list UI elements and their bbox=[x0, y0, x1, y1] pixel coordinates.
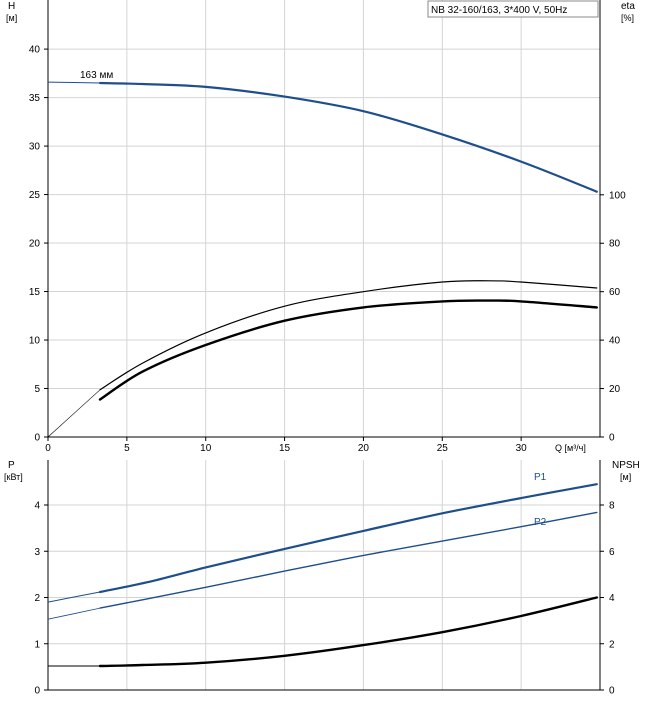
left-tick-label: 0 bbox=[34, 686, 40, 697]
left-tick-label: 0 bbox=[34, 433, 40, 444]
x-tick-label: 15 bbox=[279, 443, 291, 454]
p2-power-curve bbox=[99, 511, 598, 609]
x-tick-label: 10 bbox=[200, 443, 212, 454]
right-tick-label: 4 bbox=[609, 593, 615, 604]
right-tick-label: 100 bbox=[609, 190, 626, 201]
eta-axis-label: eta bbox=[621, 1, 635, 12]
p2-power-curve-leadin bbox=[47, 607, 101, 620]
right-tick-label: 80 bbox=[609, 239, 621, 250]
title-box-frame bbox=[427, 0, 599, 18]
right-tick-label: 2 bbox=[609, 639, 615, 650]
left-tick-label: 3 bbox=[34, 547, 40, 558]
left-tick-label: 15 bbox=[29, 287, 41, 298]
right-tick-label: 0 bbox=[609, 686, 615, 697]
left-tick-label: 35 bbox=[29, 93, 41, 104]
left-tick-label: 30 bbox=[29, 142, 41, 153]
series-label-p1: P1 bbox=[534, 472, 547, 483]
plot-background bbox=[48, 0, 600, 437]
npsh-curve bbox=[98, 596, 598, 668]
plot-background bbox=[48, 460, 600, 690]
left-tick-label: 4 bbox=[34, 501, 40, 512]
right-tick-label: 8 bbox=[609, 501, 615, 512]
right-tick-label: 0 bbox=[609, 433, 615, 444]
p-axis-label: P bbox=[8, 460, 15, 471]
x-tick-label: 30 bbox=[516, 443, 528, 454]
npsh-axis-label: NPSH bbox=[612, 460, 640, 471]
eta-axis-unit: [%] bbox=[621, 13, 634, 23]
right-tick-label: 20 bbox=[609, 384, 621, 395]
head-curve-163mm-leadin bbox=[47, 81, 101, 84]
left-tick-label: 25 bbox=[29, 190, 41, 201]
right-tick-label: 6 bbox=[609, 547, 615, 558]
x-tick-label: 5 bbox=[124, 443, 130, 454]
chart-title: NB 32-160/163, 3*400 V, 50Hz bbox=[431, 5, 567, 16]
right-tick-label: 60 bbox=[609, 287, 621, 298]
left-tick-label: 5 bbox=[34, 384, 40, 395]
left-tick-label: 10 bbox=[29, 336, 41, 347]
right-tick-label: 40 bbox=[609, 336, 621, 347]
title-box bbox=[427, 0, 599, 18]
eta-curve-pump bbox=[99, 280, 598, 391]
left-tick-label: 2 bbox=[34, 593, 40, 604]
h-axis-label: H bbox=[8, 1, 15, 12]
h-axis-unit: [м] bbox=[6, 13, 17, 23]
series-label-p2: P2 bbox=[534, 517, 547, 528]
p1-power-curve-leadin bbox=[47, 591, 101, 603]
series-label-163mm: 163 мм bbox=[80, 70, 113, 81]
left-tick-label: 1 bbox=[34, 639, 40, 650]
x-tick-label: 25 bbox=[437, 443, 449, 454]
left-tick-label: 40 bbox=[29, 45, 41, 56]
power-panel bbox=[44, 460, 604, 691]
x-axis-label: Q [м³/ч] bbox=[555, 443, 586, 453]
left-tick-label: 20 bbox=[29, 239, 41, 250]
x-tick-label: 0 bbox=[45, 443, 51, 454]
p-axis-unit: [кВт] bbox=[4, 472, 23, 482]
npsh-axis-unit: [м] bbox=[620, 472, 631, 482]
eta-curve-pump-leadin bbox=[47, 389, 101, 438]
eta-curve-total bbox=[98, 299, 598, 401]
p1-power-curve bbox=[98, 483, 598, 594]
x-tick-label: 20 bbox=[358, 443, 370, 454]
head-curve-163mm bbox=[98, 81, 598, 193]
